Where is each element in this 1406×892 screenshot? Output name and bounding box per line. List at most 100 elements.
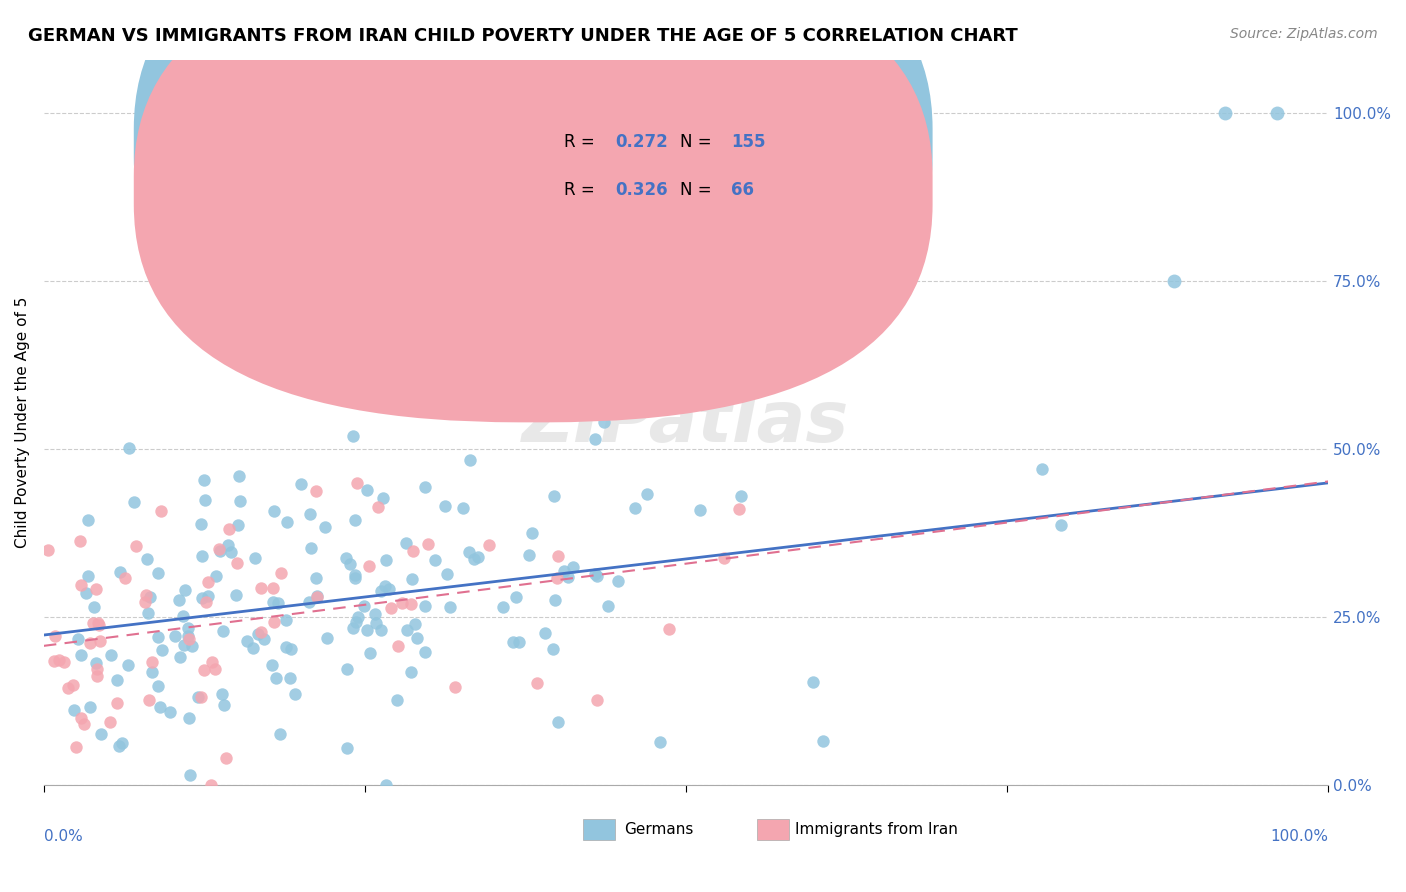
Point — [547, 715, 569, 730]
Point — [387, 639, 409, 653]
Point — [335, 550, 357, 565]
Point — [190, 516, 212, 531]
Point — [631, 375, 654, 389]
Text: 0.326: 0.326 — [616, 181, 668, 199]
Point — [1215, 106, 1237, 120]
Point — [543, 489, 565, 503]
FancyBboxPatch shape — [134, 0, 932, 422]
Point — [284, 687, 307, 701]
Point — [193, 473, 215, 487]
Point — [689, 502, 711, 516]
Point — [370, 584, 392, 599]
Point — [648, 735, 671, 749]
Point — [391, 595, 413, 609]
Point — [75, 586, 97, 600]
Point — [159, 705, 181, 719]
Point — [1031, 461, 1053, 475]
Point — [336, 662, 359, 676]
Point — [356, 623, 378, 637]
Point — [399, 597, 422, 611]
Point — [375, 553, 398, 567]
Point — [342, 621, 364, 635]
Point — [79, 700, 101, 714]
Point — [122, 495, 145, 509]
Point — [336, 741, 359, 756]
Point — [228, 469, 250, 483]
Point — [191, 549, 214, 563]
Point — [148, 679, 170, 693]
Point — [86, 669, 108, 683]
Point — [299, 541, 322, 555]
Point — [174, 582, 197, 597]
Point — [66, 632, 89, 646]
Point — [117, 657, 139, 672]
Point — [343, 513, 366, 527]
Point — [191, 591, 214, 606]
Point — [366, 615, 388, 630]
Point — [53, 655, 76, 669]
Point — [401, 544, 423, 558]
Point — [467, 549, 489, 564]
Text: GERMAN VS IMMIGRANTS FROM IRAN CHILD POVERTY UNDER THE AGE OF 5 CORRELATION CHAR: GERMAN VS IMMIGRANTS FROM IRAN CHILD POV… — [28, 27, 1018, 45]
Point — [658, 622, 681, 636]
Point — [194, 493, 217, 508]
Point — [375, 778, 398, 792]
Point — [270, 566, 292, 580]
Point — [79, 636, 101, 650]
Point — [83, 599, 105, 614]
Point — [90, 727, 112, 741]
Point — [108, 739, 131, 753]
Point — [378, 582, 401, 597]
Point — [169, 649, 191, 664]
Point — [1265, 106, 1288, 120]
Point — [226, 518, 249, 533]
Point — [172, 609, 194, 624]
Text: Germans: Germans — [624, 822, 693, 837]
Point — [176, 621, 198, 635]
Point — [204, 662, 226, 676]
Point — [801, 675, 824, 690]
Point — [270, 727, 292, 741]
Point — [236, 633, 259, 648]
Point — [194, 594, 217, 608]
Bar — [583, 819, 616, 839]
Point — [87, 618, 110, 632]
Point — [280, 641, 302, 656]
Point — [245, 551, 267, 566]
Point — [478, 538, 501, 552]
Point — [138, 693, 160, 707]
Point — [458, 545, 481, 559]
Point — [463, 551, 485, 566]
Point — [65, 739, 87, 754]
Point — [82, 616, 104, 631]
Point — [110, 736, 132, 750]
Point — [125, 539, 148, 553]
Point — [339, 557, 361, 571]
Point — [298, 595, 321, 609]
Point — [502, 635, 524, 649]
Point — [276, 640, 298, 654]
Point — [353, 599, 375, 614]
Text: 100.0%: 100.0% — [1270, 829, 1329, 844]
Point — [541, 642, 564, 657]
Point — [586, 692, 609, 706]
Point — [163, 629, 186, 643]
Point — [305, 590, 328, 604]
Point — [405, 632, 427, 646]
Point — [557, 570, 579, 584]
Point — [263, 504, 285, 518]
Text: R =: R = — [564, 181, 600, 199]
Point — [811, 733, 834, 747]
Point — [315, 631, 337, 645]
Text: Source: ZipAtlas.com: Source: ZipAtlas.com — [1230, 27, 1378, 41]
Point — [150, 642, 173, 657]
Point — [70, 578, 93, 592]
Point — [149, 700, 172, 714]
Point — [187, 690, 209, 704]
Point — [225, 588, 247, 602]
Point — [253, 632, 276, 647]
Point — [86, 657, 108, 671]
Point — [356, 483, 378, 497]
Point — [492, 599, 515, 614]
Point — [84, 582, 107, 596]
